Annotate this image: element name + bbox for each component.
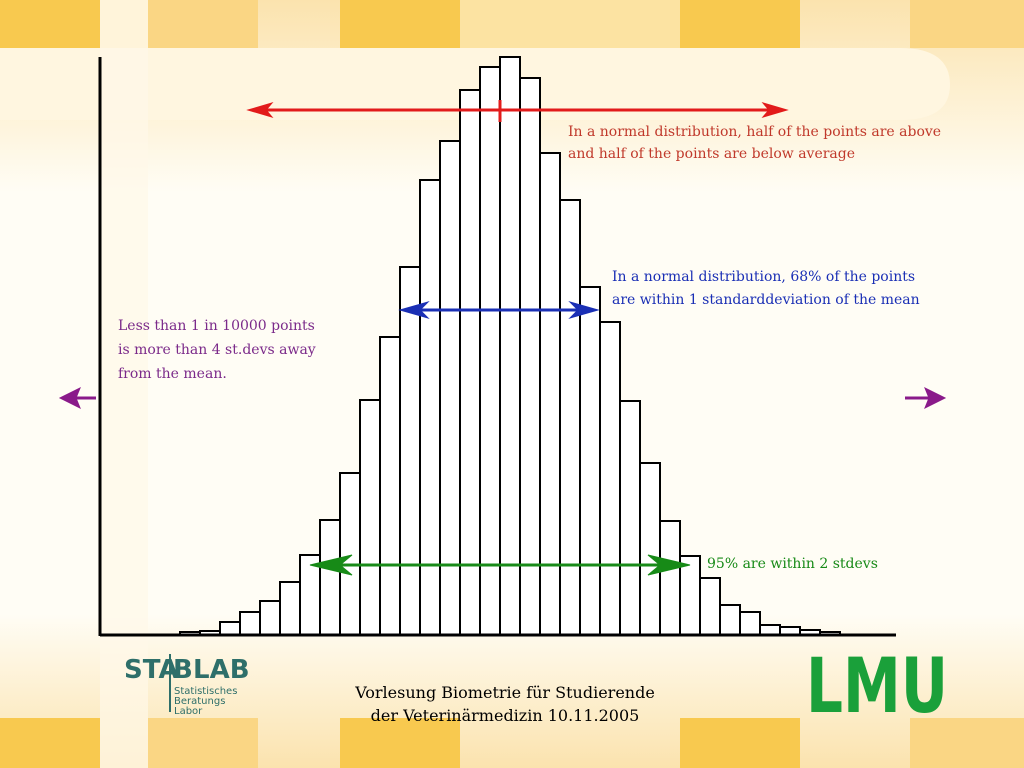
logo-stablab: STA B LAB Statistisches Beratungs Labor [124,654,250,717]
bar [219,621,241,636]
note-line: are within 1 standarddeviation of the me… [612,292,920,308]
bar [279,581,301,636]
mean-note: In a normal distribution, half of the po… [568,124,941,162]
bar [419,179,441,636]
footer-line: Vorlesung Biometrie für Studierende [354,683,655,702]
bar [679,555,701,636]
bar [699,577,721,636]
logo-part: B [173,655,193,685]
bar [639,462,661,636]
logo-sub: Beratungs [174,696,225,707]
bar [459,89,481,636]
logo-part: LAB [193,655,250,685]
logo-sub: Labor [174,706,203,717]
bar [239,611,261,636]
note-line: and half of the points are below average [568,146,855,162]
sd2-note: 95% are within 2 stdevs [707,556,878,572]
bar [539,152,561,636]
histogram [179,56,841,636]
bar [399,266,421,636]
logo-lmu: LMU [806,641,948,730]
note-line: In a normal distribution, half of the po… [568,124,941,140]
note-line: Less than 1 in 10000 points [118,318,315,334]
bar [319,519,341,636]
note-line: from the mean. [118,366,227,382]
note-line: In a normal distribution, 68% of the poi… [612,269,915,285]
sd2-arrow [309,554,691,576]
bar [359,399,381,636]
bar [739,611,761,636]
bottom-squares [0,718,1024,768]
note-line: 95% are within 2 stdevs [707,556,878,572]
bar [479,66,501,636]
sd4-note: Less than 1 in 10000 points is more than… [118,318,316,382]
bar [559,199,581,636]
bar [499,56,521,636]
bar [259,600,281,636]
mean-arrow [246,100,789,122]
sd1-arrow [398,300,600,320]
bar [659,520,681,636]
bar [339,472,361,636]
bar [619,400,641,636]
bar [599,321,621,636]
bar [439,140,461,636]
bar [379,336,401,636]
bar [579,286,601,636]
sd1-note: In a normal distribution, 68% of the poi… [612,269,920,308]
sd4-arrows [58,386,947,410]
footer-line: der Veterinärmedizin 10.11.2005 [371,706,640,725]
note-line: is more than 4 st.devs away [118,342,316,358]
bar [719,604,741,636]
logo-sub: Statistisches [174,686,237,697]
bar [519,77,541,636]
